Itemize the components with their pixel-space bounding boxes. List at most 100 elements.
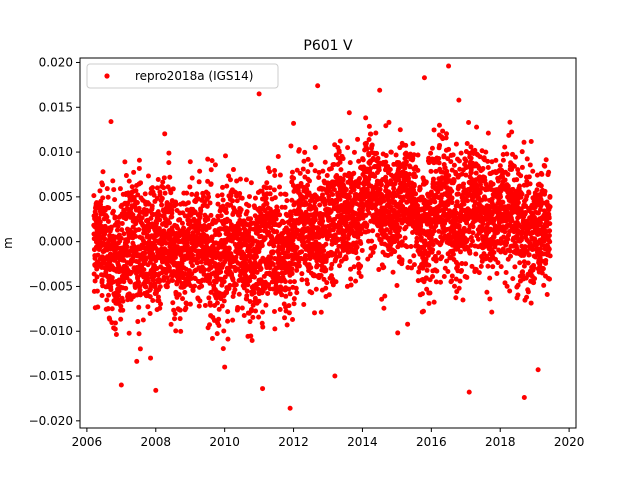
data-point (421, 75, 427, 81)
data-point (256, 314, 262, 320)
data-point (105, 194, 111, 200)
data-point (220, 184, 226, 190)
data-point (282, 204, 288, 210)
data-point (275, 208, 281, 214)
data-point (500, 157, 506, 163)
data-point (209, 235, 215, 241)
data-point (215, 193, 221, 199)
data-point (219, 192, 225, 198)
data-point (253, 308, 259, 314)
data-point (135, 192, 141, 198)
data-point (524, 294, 530, 300)
data-point (150, 298, 156, 304)
data-point (456, 158, 462, 164)
data-point (413, 191, 419, 197)
data-point (258, 266, 264, 272)
data-point (452, 283, 457, 289)
data-point (429, 145, 435, 151)
data-point (450, 251, 456, 257)
data-point (92, 278, 98, 284)
data-point (468, 170, 474, 176)
data-point (155, 294, 161, 300)
data-point (277, 172, 283, 178)
data-point (208, 167, 214, 173)
data-point (237, 190, 243, 196)
data-point (289, 169, 295, 175)
data-point (489, 309, 495, 315)
data-point (112, 326, 118, 332)
data-point (260, 386, 266, 392)
data-point (236, 291, 242, 297)
data-point (369, 142, 375, 148)
data-point (466, 119, 472, 125)
data-point (324, 173, 330, 178)
data-point (199, 283, 205, 289)
data-point (381, 264, 387, 270)
data-point (104, 186, 110, 192)
data-point (232, 287, 238, 293)
data-point (136, 227, 142, 233)
data-point (136, 157, 142, 163)
data-point (288, 143, 294, 149)
data-point (151, 192, 157, 198)
data-point (377, 87, 383, 93)
data-point (333, 279, 339, 285)
data-point (402, 235, 408, 241)
data-point (227, 282, 233, 288)
data-point (106, 292, 112, 298)
data-point (237, 176, 243, 182)
data-point (254, 269, 260, 275)
data-point (251, 290, 257, 296)
data-point (369, 238, 375, 244)
data-point (507, 119, 513, 125)
data-point (148, 215, 154, 221)
legend: repro2018a (IGS14) (86, 63, 279, 89)
data-point (230, 198, 236, 204)
data-point (415, 152, 421, 158)
data-point (154, 220, 160, 226)
data-point (382, 293, 388, 299)
data-point (291, 296, 297, 302)
data-point (439, 254, 445, 260)
data-point (286, 310, 292, 316)
data-point (112, 320, 118, 326)
data-point (392, 249, 398, 255)
data-point (146, 221, 152, 227)
data-point (378, 182, 384, 188)
data-point (547, 221, 553, 227)
data-point (487, 296, 493, 302)
data-point (247, 299, 253, 304)
data-point (102, 223, 108, 229)
data-point (99, 293, 105, 299)
data-point (170, 186, 176, 192)
data-point (104, 214, 110, 220)
data-point (177, 307, 183, 313)
data-point (542, 163, 548, 169)
data-point (364, 222, 370, 228)
data-point (134, 200, 140, 206)
data-point (230, 277, 236, 283)
data-point (456, 223, 462, 229)
data-point (108, 119, 114, 125)
data-point (112, 197, 118, 203)
data-point (494, 270, 500, 276)
data-point (189, 191, 195, 197)
data-point (97, 219, 103, 225)
data-point (508, 253, 514, 259)
data-point (167, 220, 173, 226)
x-tick-label: 2014 (347, 435, 378, 449)
data-point (268, 255, 274, 261)
data-point (119, 227, 125, 233)
data-point (142, 229, 148, 235)
data-point (512, 264, 518, 270)
data-point (180, 296, 186, 302)
data-point (456, 285, 462, 291)
data-point (518, 173, 524, 179)
data-point (154, 195, 160, 201)
data-point (95, 304, 101, 310)
data-point (243, 177, 249, 183)
data-point (291, 301, 297, 307)
data-point (539, 171, 545, 177)
data-point (407, 258, 413, 264)
data-point (123, 173, 129, 179)
